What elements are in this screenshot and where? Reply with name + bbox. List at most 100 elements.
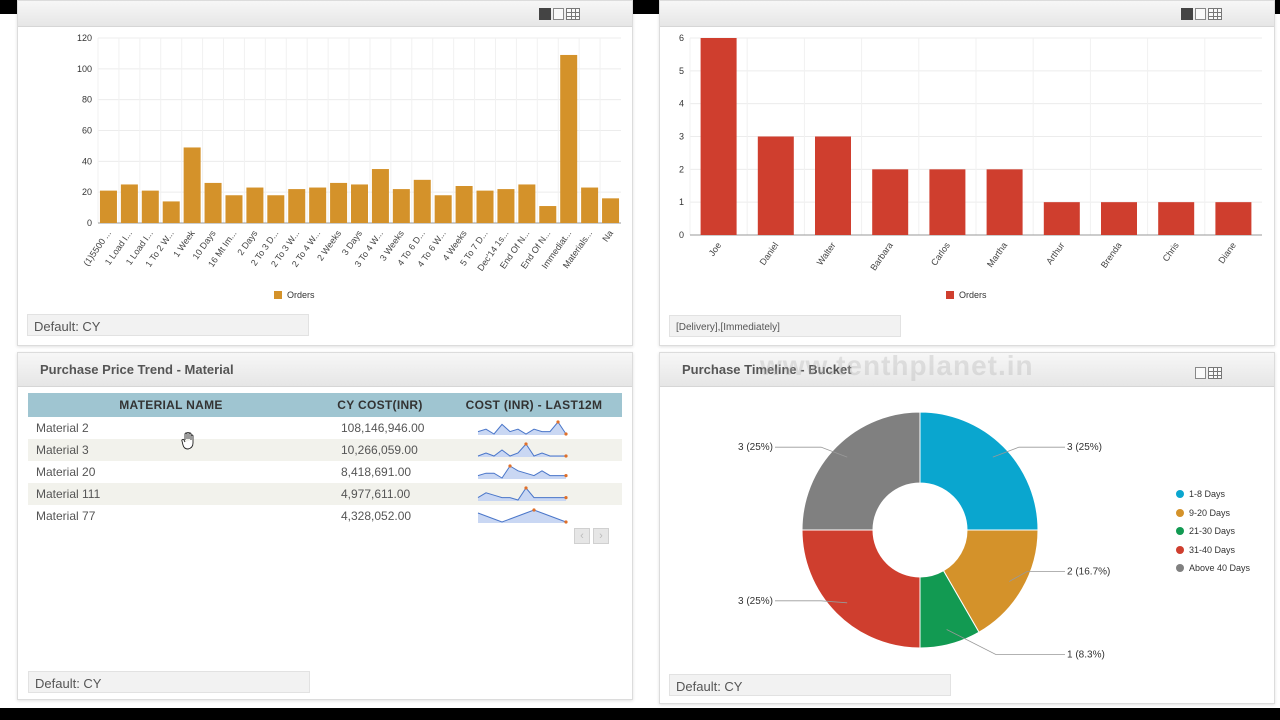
- slice-leader-line: [1009, 571, 1065, 582]
- slice-data-label: 2 (16.7%): [1067, 567, 1110, 578]
- bar: [141, 190, 159, 223]
- bar: [539, 206, 557, 223]
- bar: [929, 169, 966, 235]
- bar: [581, 187, 599, 223]
- legend-marker: [1176, 545, 1184, 554]
- column-header-cy-cost[interactable]: CY COST(INR): [314, 393, 446, 417]
- sparkline-line: [477, 509, 567, 523]
- legend-swatch: [946, 291, 954, 299]
- x-tick-label: Walter: [815, 240, 838, 267]
- donut-chart-timeline: 3 (25%) 2 (16.7%) 1 (8.3%) 3 (25%) 3 (25%): [738, 411, 1110, 660]
- panel-header: [18, 1, 632, 27]
- prev-page-button[interactable]: ‹: [574, 528, 590, 544]
- table-row[interactable]: Material 20 8,418,691.00: [28, 461, 622, 483]
- y-tick-label: 3: [679, 132, 684, 142]
- bar: [162, 201, 180, 223]
- legend-item[interactable]: Above 40 Days: [1176, 563, 1250, 573]
- y-tick-label: 80: [82, 95, 92, 105]
- column-header-cost-last12m[interactable]: COST (INR) - LAST12M: [446, 393, 622, 417]
- panel-header: [660, 1, 1274, 27]
- sparkline-last-point: [564, 474, 568, 478]
- material-name-cell: Material 77: [36, 509, 96, 523]
- slice-leader-line: [946, 629, 1065, 655]
- bar: [371, 169, 389, 223]
- x-tick-label: Diane: [1216, 240, 1238, 265]
- pie-slice: [942, 529, 1039, 633]
- next-page-button[interactable]: ›: [593, 528, 609, 544]
- x-tick-label: Daniel: [758, 240, 781, 267]
- column-header-material-name[interactable]: MATERIAL NAME: [28, 393, 314, 417]
- pie-slice: [801, 411, 921, 531]
- y-tick-label: 6: [679, 33, 684, 43]
- bar: [476, 190, 494, 223]
- bar: [1158, 202, 1195, 235]
- bar-chart-orders-by-person: 0 1 2 3 4 5 6 Joe Daniel Walter Barbara Carlos Marth…: [679, 33, 1262, 272]
- legend-label: 9-20 Days: [1189, 507, 1231, 518]
- table-row[interactable]: Material 77 4,328,052.00: [28, 505, 622, 527]
- bar: [455, 186, 473, 223]
- y-tick-label: 2: [679, 164, 684, 174]
- x-tick-label: Barbara: [868, 240, 895, 272]
- slice-data-label: 3 (25%): [738, 596, 773, 607]
- y-tick-label: 20: [82, 187, 92, 197]
- sparkline-line: [477, 465, 566, 479]
- panel-orders-by-lead-time: 0 20 40 60 80 100 120 (1)5500 ... 1 Load I... 1 L…: [17, 0, 633, 346]
- table-row[interactable]: Material 2 108,146,946.00: [28, 417, 622, 439]
- sparkline-cell: [446, 439, 622, 461]
- panel-title: Purchase Timeline - Bucket: [682, 362, 852, 377]
- x-tick-label: Carlos: [929, 240, 952, 267]
- legend-item[interactable]: 31-40 Days: [1176, 545, 1235, 555]
- bar: [246, 187, 264, 223]
- sparkline: [477, 442, 568, 458]
- panel-title: Purchase Price Trend - Material: [40, 362, 234, 377]
- legend-item[interactable]: 9-20 Days: [1176, 508, 1230, 518]
- export-icon[interactable]: [553, 8, 564, 20]
- bottom-black-bar: [0, 708, 1280, 720]
- y-tick-label: 60: [82, 126, 92, 136]
- bar: [757, 136, 794, 235]
- filter-label: Default: CY: [669, 674, 951, 696]
- y-tick-label: 1: [679, 197, 684, 207]
- menu-icon[interactable]: [1181, 8, 1193, 20]
- slice-data-label: 3 (25%): [1067, 442, 1102, 453]
- sparkline-max-point: [524, 442, 528, 446]
- sparkline: [477, 486, 568, 501]
- bar: [204, 182, 222, 223]
- table-row[interactable]: Material 111 4,977,611.00: [28, 483, 622, 505]
- watermark: www.tenthplanet.in: [760, 350, 1034, 381]
- bar: [815, 136, 851, 235]
- filter-label: [Delivery],[Immediately]: [669, 315, 901, 337]
- menu-icon[interactable]: [539, 8, 551, 20]
- table-view-icon[interactable]: [566, 8, 580, 20]
- export-icon[interactable]: [1195, 8, 1206, 20]
- sparkline-last-point: [564, 520, 568, 524]
- export-icon[interactable]: [1195, 367, 1206, 379]
- bar: [560, 54, 578, 223]
- sparkline: [477, 508, 568, 524]
- legend-marker: [1176, 564, 1184, 572]
- material-name-cell: Material 2: [36, 421, 89, 435]
- bar: [99, 190, 117, 223]
- table-view-icon[interactable]: [1208, 8, 1222, 20]
- y-tick-label: 120: [77, 33, 92, 43]
- bar: [309, 187, 327, 223]
- cy-cost-cell: 108,146,946.00: [341, 421, 425, 435]
- slice-leader-line: [992, 446, 1065, 458]
- bar: [700, 38, 737, 235]
- legend-item[interactable]: 1-8 Days: [1176, 489, 1225, 499]
- panel-header: Purchase Price Trend - Material: [18, 353, 632, 387]
- legend-item[interactable]: 21-30 Days: [1176, 526, 1235, 536]
- pie-slice: [801, 529, 921, 649]
- bar: [518, 184, 536, 223]
- sparkline: [477, 464, 568, 479]
- sparkline-max-point: [508, 464, 512, 468]
- x-tick-label: Joe: [707, 240, 724, 258]
- table-view-icon[interactable]: [1208, 367, 1222, 379]
- material-table: MATERIAL NAME CY COST(INR) COST (INR) - …: [28, 393, 622, 527]
- legend-marker: [1176, 508, 1184, 517]
- slice-data-label: 3 (25%): [738, 442, 773, 453]
- legend-label: 1-8 Days: [1189, 489, 1226, 499]
- bar: [1101, 202, 1137, 235]
- y-tick-label: 0: [87, 218, 92, 228]
- table-row[interactable]: Material 3 10,266,059.00: [28, 439, 622, 461]
